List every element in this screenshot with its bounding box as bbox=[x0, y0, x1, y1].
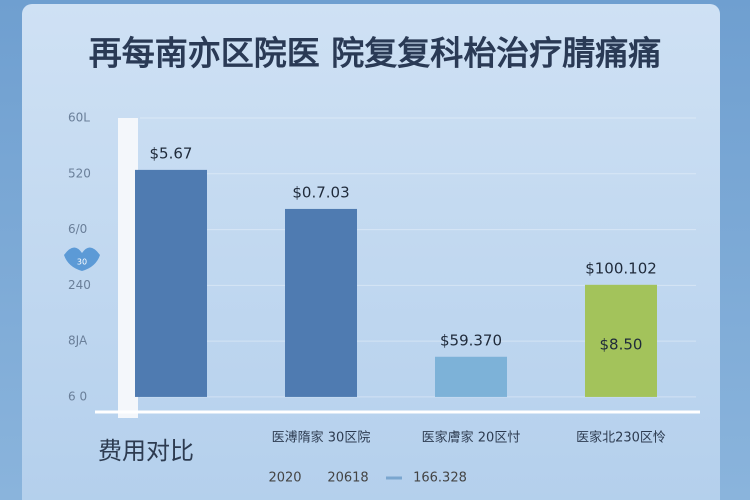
data-label: $5.67 bbox=[150, 144, 193, 162]
y-tick-label: 520 bbox=[68, 166, 91, 180]
bar bbox=[285, 208, 357, 397]
y-tick-label: 8JA bbox=[68, 334, 88, 348]
x-tick-label: 医家膚家 20区忖 bbox=[422, 430, 521, 446]
side-strip bbox=[118, 118, 138, 418]
chart-title: 再每南亦区院医 院复复科枱治疗腈痛痛 bbox=[89, 34, 662, 73]
data-label: $100.102 bbox=[585, 259, 657, 277]
data-label: $59.370 bbox=[440, 331, 502, 349]
data-label: $0.7.03 bbox=[292, 183, 349, 201]
bar bbox=[135, 169, 207, 397]
y-tick-label: 6 0 bbox=[68, 389, 87, 403]
inner-label: $8.50 bbox=[600, 335, 643, 353]
x-axis-label: 费用对比 bbox=[98, 437, 194, 465]
footer-text: 20618 bbox=[327, 471, 368, 486]
y-tick-label: 60L bbox=[68, 111, 90, 125]
icon-label: 30 bbox=[77, 258, 87, 267]
y-tick-label: 240 bbox=[68, 278, 91, 292]
bar bbox=[585, 284, 657, 397]
y-tick-label: 6/0 bbox=[68, 222, 87, 236]
icon bbox=[64, 247, 100, 271]
x-tick-label: 医溥隋家 30区院 bbox=[272, 430, 371, 446]
footer-text: 2020 bbox=[268, 471, 301, 486]
footer-text: 166.328 bbox=[413, 471, 467, 486]
bar bbox=[435, 356, 507, 397]
x-tick-label: 医家北230区怜 bbox=[576, 430, 666, 446]
